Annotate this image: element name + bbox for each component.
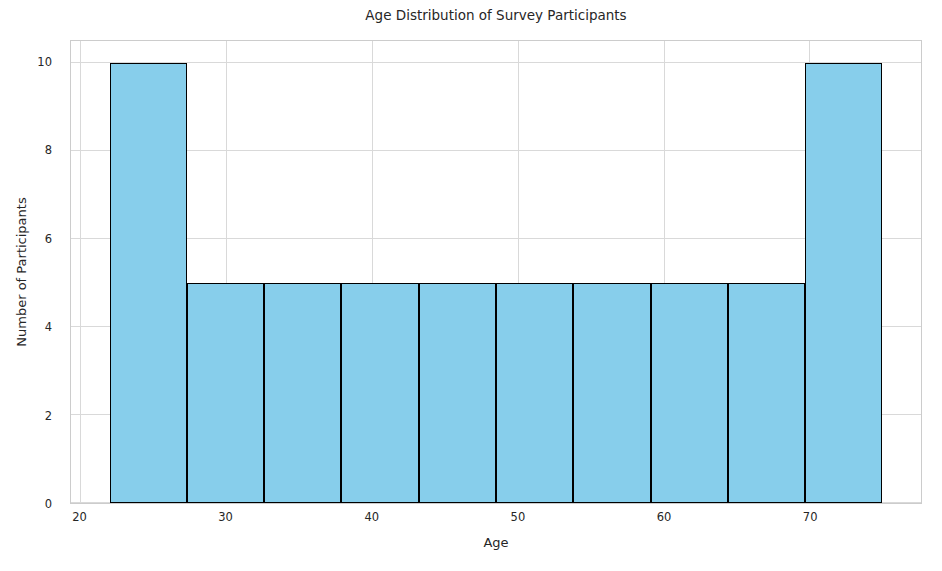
x-axis-label: Age <box>70 535 922 550</box>
histogram-bar <box>187 283 264 503</box>
histogram-bar <box>573 283 650 503</box>
gridline-horizontal <box>71 62 921 63</box>
y-tick-label: 8 <box>45 143 52 157</box>
histogram-bar <box>805 63 882 503</box>
histogram-bar <box>264 283 341 503</box>
x-tick-labels: 20 30 40 50 60 70 <box>70 510 922 528</box>
histogram-bar <box>728 283 805 503</box>
x-tick-label: 60 <box>657 510 672 524</box>
histogram-bar <box>341 283 418 503</box>
x-tick-label: 70 <box>803 510 818 524</box>
gridline-horizontal <box>71 150 921 151</box>
y-tick-label: 4 <box>45 320 52 334</box>
x-tick-label: 30 <box>218 510 233 524</box>
y-tick-label: 2 <box>45 409 52 423</box>
gridline-vertical <box>80 41 81 503</box>
histogram-bar <box>496 283 573 503</box>
x-tick-label: 20 <box>72 510 87 524</box>
y-tick-label: 10 <box>37 55 52 69</box>
histogram-figure: Age Distribution of Survey Participants … <box>0 0 942 571</box>
x-tick-label: 50 <box>511 510 526 524</box>
histogram-bar <box>419 283 496 503</box>
x-tick-label: 40 <box>364 510 379 524</box>
histogram-bar <box>651 283 728 503</box>
chart-title: Age Distribution of Survey Participants <box>70 7 922 23</box>
histogram-bar <box>110 63 187 503</box>
gridline-horizontal <box>71 238 921 239</box>
y-tick-label: 0 <box>45 497 52 511</box>
y-tick-label: 6 <box>45 232 52 246</box>
plot-area <box>70 40 922 504</box>
y-tick-labels: 0246810 <box>0 40 62 504</box>
